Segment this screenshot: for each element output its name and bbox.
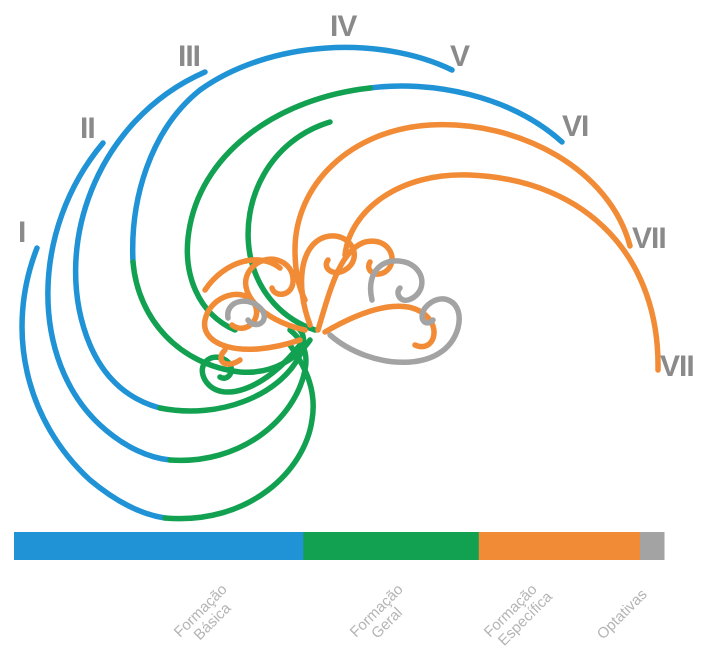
legend-segment-optativas (640, 532, 665, 560)
legend-segment-basica (14, 532, 304, 560)
semester-label-7: VII (632, 222, 666, 255)
orange-loop-6 (218, 347, 243, 367)
legend-segment-especifica (478, 532, 641, 560)
semester-label-6: VI (562, 110, 588, 143)
spiral-group-semester-4 (129, 44, 455, 375)
optativas-loop-left (225, 298, 267, 328)
semester-label-5: V (450, 40, 470, 73)
semester-label-4: IV (330, 10, 357, 43)
spiral-semester-2-basica (45, 140, 173, 463)
spiral-group-inner-geral (199, 119, 333, 395)
orange-loop-1 (201, 291, 303, 353)
legend-segment-geral (303, 532, 480, 560)
optativas-loop-top (367, 258, 425, 304)
spiral-group-optativas (225, 258, 462, 365)
spiral-semester-7-especifica (342, 172, 661, 373)
semester-labels: I II III IV V VI VII VII (18, 10, 695, 383)
spiral-group-semester-3 (72, 69, 307, 414)
spiral-semester-1-basica (19, 245, 168, 521)
semester-label-2: II (80, 112, 95, 145)
spiral-inner-geral-1 (245, 119, 333, 333)
spiral-semester-4-basica (129, 44, 455, 265)
semester-label-3: III (178, 40, 200, 73)
orange-loop-5 (322, 303, 437, 350)
spiral-semester-5-basica (367, 83, 565, 145)
optativas-loop-right (327, 296, 462, 365)
spiral-group-semester-7 (342, 172, 661, 373)
spiral-group-semester-6 (292, 121, 633, 303)
spiral-inner-geral-curl (199, 342, 303, 395)
legend-labels: Formação Básica Formação Geral Formação … (171, 581, 651, 649)
orange-curl-left (202, 257, 283, 293)
spiral-group-semester-5 (184, 83, 565, 333)
spiral-semester-3-basica (72, 69, 208, 411)
spiral-semester-3-geral (157, 325, 307, 414)
spiral-semester-5-geral (184, 85, 373, 333)
orange-loop-3 (298, 233, 357, 328)
legend-bar (14, 532, 665, 560)
spiral-semester-6-especifica (292, 121, 633, 303)
legend-label-optativas: Optativas (594, 586, 651, 643)
semester-label-8: VII (660, 350, 694, 383)
semester-label-1: I (18, 216, 25, 249)
